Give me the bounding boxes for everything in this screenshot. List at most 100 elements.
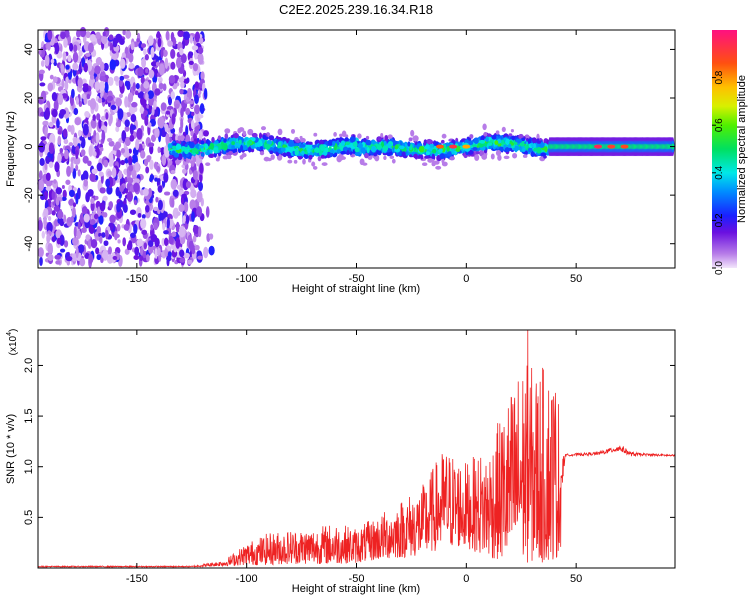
heatmap-noise-cell (125, 30, 132, 39)
heatmap-band-cell (424, 155, 430, 159)
heatmap-noise-cell (171, 231, 177, 238)
heatmap-noise-cell (73, 107, 79, 116)
heatmap-band-cell (472, 146, 478, 151)
heatmap-band-cell (354, 151, 361, 156)
heatmap-noise-cell (76, 230, 82, 240)
heatmap-noise-cell (121, 130, 127, 142)
heatmap-noise-cell (57, 130, 62, 135)
heatmap-band-cell (360, 147, 366, 154)
heatmap-band-cell (308, 154, 313, 160)
heatmap-noise-cell (145, 68, 149, 74)
heatmap-noise-cell (188, 51, 194, 57)
heatmap-noise-cell (190, 119, 195, 130)
heatmap-noise-cell (144, 115, 149, 127)
heatmap-noise-cell (48, 161, 54, 168)
heatmap-noise-cell (44, 54, 50, 67)
heatmap-noise-cell (153, 206, 159, 212)
heatmap-noise-cell (192, 235, 197, 243)
heatmap-noise-cell (76, 29, 81, 38)
heatmap-noise-cell (51, 109, 58, 118)
heatmap-band-cell (180, 137, 184, 142)
heatmap-noise-cell (79, 26, 87, 38)
heatmap-band-cell (302, 158, 306, 165)
heatmap-noise-cell (172, 36, 177, 47)
heatmap-noise-cell (163, 191, 171, 196)
heatmap-noise-cell (68, 142, 74, 147)
heatmap-noise-cell (205, 206, 210, 218)
snr-x-axis-label: Height of straight line (km) (292, 583, 420, 595)
heatmap-noise-cell (203, 246, 209, 259)
heatmap-band-cell (312, 165, 318, 170)
heatmap-noise-cell (89, 172, 96, 182)
heatmap-noise-cell (42, 120, 49, 127)
heatmap-band-cell (324, 147, 329, 153)
heatmap-noise-cell (183, 201, 189, 213)
heatmap-noise-cell (133, 161, 141, 173)
heatmap-band-cell (260, 126, 267, 131)
heatmap-band-cell (190, 160, 195, 167)
heatmap-noise-cell (119, 75, 125, 81)
heatmap-band-cell (383, 140, 387, 146)
heatmap-noise-cell (77, 77, 83, 89)
heatmap-noise-cell (155, 196, 159, 203)
heatmap-noise-cell (187, 259, 193, 265)
snr-x-tick-label-4: 50 (570, 573, 582, 585)
heatmap-noise-cell (102, 195, 108, 202)
colorbar-tick-label-3: 0.6 (714, 118, 725, 132)
heatmap-noise-cell (45, 172, 51, 182)
heatmap-band-cell (299, 143, 306, 148)
heatmap-noise-cell (108, 34, 114, 41)
heatmap-band-cell (340, 150, 346, 155)
heatmap-noise-cell (168, 235, 174, 245)
heatmap-noise-cell (175, 133, 179, 143)
heatmap-noise-cell (189, 35, 194, 44)
heatmap-band-cell (439, 153, 446, 160)
heatmap-band-cell (425, 151, 430, 156)
heatmap-noise-cell (170, 48, 176, 59)
heatmap-noise-cell (147, 240, 154, 248)
heatmap-noise-cell (83, 62, 88, 73)
snr-y-tick-label-1: 1.0 (23, 459, 35, 474)
heatmap-noise-cell (98, 171, 104, 177)
heatmap-noise-cell (101, 249, 109, 261)
heatmap-band-cell (446, 145, 450, 152)
heatmap-band-cell (401, 151, 406, 158)
heatmap-noise-cell (114, 230, 118, 241)
heatmap-band-cell (345, 141, 350, 146)
heatmap-noise-cell (148, 142, 155, 148)
heatmap-noise-cell (138, 238, 143, 244)
heatmap-noise-cell (75, 149, 79, 160)
heatmap-noise-cell (179, 47, 184, 56)
spectrogram-heatmap (37, 26, 675, 268)
heatmap-noise-cell (56, 237, 61, 245)
heatmap-band-cell (240, 144, 244, 152)
heatmap-band-cell (488, 145, 493, 150)
heatmap-noise-cell (160, 129, 168, 138)
snr-background (38, 330, 675, 568)
heatmap-noise-cell (167, 96, 173, 106)
heatmap-band-cell (237, 127, 242, 134)
heatmap-noise-cell (73, 44, 78, 53)
heatmap-noise-cell (38, 49, 42, 55)
heatmap-band-cell (262, 134, 267, 140)
heatmap-band-cell (195, 143, 200, 150)
heatmap-noise-cell (116, 202, 121, 213)
heatmap-noise-cell (170, 91, 176, 100)
heatmap-band-cell (505, 138, 510, 145)
heatmap-band-cell (431, 161, 436, 167)
heatmap-noise-cell (77, 221, 81, 230)
heatmap-noise-cell (185, 181, 191, 189)
heatmap-noise-cell (54, 161, 60, 173)
heatmap-noise-cell (107, 76, 114, 86)
heatmap-band-cell (435, 165, 442, 170)
heatmap-noise-cell (154, 247, 158, 260)
heatmap-noise-cell (137, 66, 144, 77)
heatmap-band-cell (268, 135, 275, 141)
heatmap-band-cell (354, 147, 360, 153)
heatmap-band-cell (540, 152, 547, 157)
heatmap-band-cell (521, 137, 526, 142)
heatmap-noise-cell (93, 213, 99, 220)
heatmap-noise-cell (139, 255, 144, 261)
heatmap-noise-cell (54, 38, 58, 44)
